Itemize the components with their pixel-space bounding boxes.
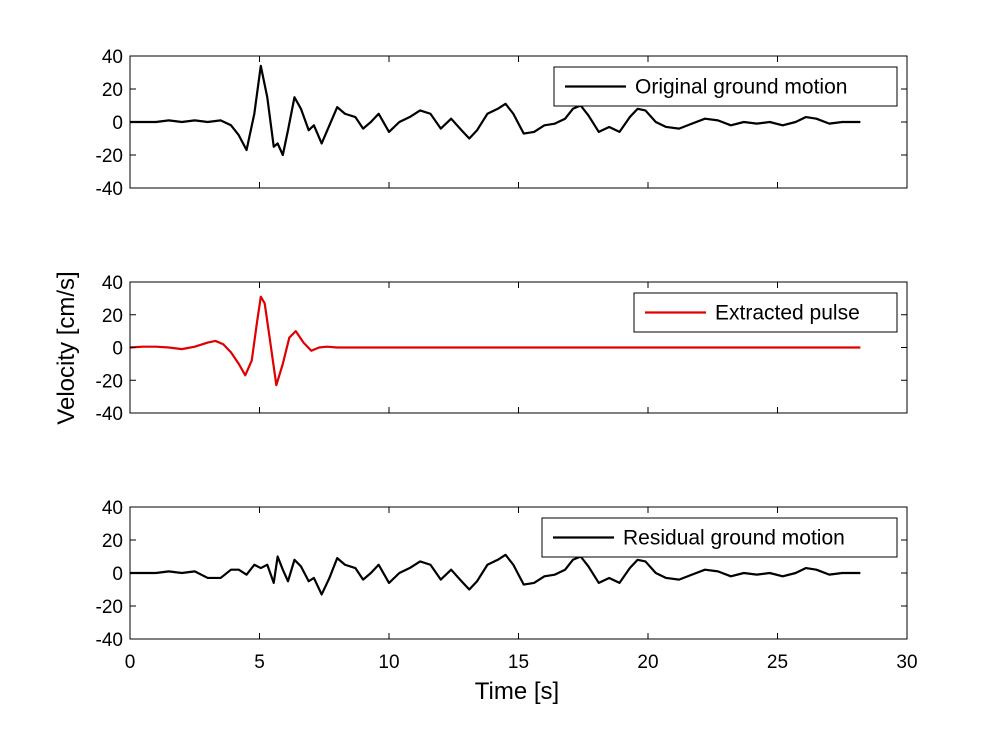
subplot-2: 40 20 0 -20 -40 Extracted pulse bbox=[96, 273, 908, 425]
subplot-1: 40 20 0 -20 -40 Original ground motion bbox=[96, 47, 908, 200]
legend-label: Extracted pulse bbox=[715, 302, 860, 325]
x-axis-label: Time [s] bbox=[475, 678, 559, 705]
legend: Residual ground motion bbox=[541, 517, 898, 558]
y-tick-label: -20 bbox=[96, 597, 123, 618]
y-tick-label: -40 bbox=[96, 404, 123, 425]
series-line bbox=[130, 553, 861, 596]
x-tick-label: 5 bbox=[254, 652, 265, 673]
y-axis-label: Velocity [cm/s] bbox=[53, 271, 80, 424]
y-tick-label: 20 bbox=[102, 306, 123, 327]
y-tick-label: 0 bbox=[112, 339, 123, 360]
y-tick-label: -20 bbox=[96, 146, 123, 167]
legend: Original ground motion bbox=[553, 66, 898, 107]
series-line bbox=[129, 295, 861, 387]
y-tick-label: 40 bbox=[102, 273, 123, 294]
y-tick-label: 20 bbox=[102, 80, 123, 101]
y-tick-label: 20 bbox=[102, 531, 123, 552]
y-tick-label: -40 bbox=[96, 179, 123, 200]
y-tick-label: -20 bbox=[96, 371, 123, 392]
x-tick-label: 0 bbox=[125, 652, 136, 673]
y-tick-label: 0 bbox=[112, 564, 123, 585]
x-tick-label: 25 bbox=[767, 652, 788, 673]
legend-label: Residual ground motion bbox=[623, 527, 845, 550]
y-tick-label: 40 bbox=[102, 47, 123, 68]
x-tick-label: 10 bbox=[378, 652, 399, 673]
y-tick-label: -40 bbox=[96, 630, 123, 651]
y-tick-label: 0 bbox=[112, 113, 123, 134]
x-tick-label: 15 bbox=[508, 652, 529, 673]
series-line bbox=[130, 64, 861, 157]
x-tick-label: 30 bbox=[896, 652, 917, 673]
legend: Extracted pulse bbox=[633, 292, 898, 333]
y-tick-label: 40 bbox=[102, 498, 123, 519]
x-tick-label: 20 bbox=[637, 652, 658, 673]
legend-label: Original ground motion bbox=[635, 76, 847, 99]
subplot-group: 40 20 0 -20 -40 Original ground motion 40 20 0 -2… bbox=[96, 47, 918, 673]
subplot-3: 0 5 10 15 20 25 30 40 20 0 -20 -40 Residual ground m… bbox=[96, 498, 918, 673]
